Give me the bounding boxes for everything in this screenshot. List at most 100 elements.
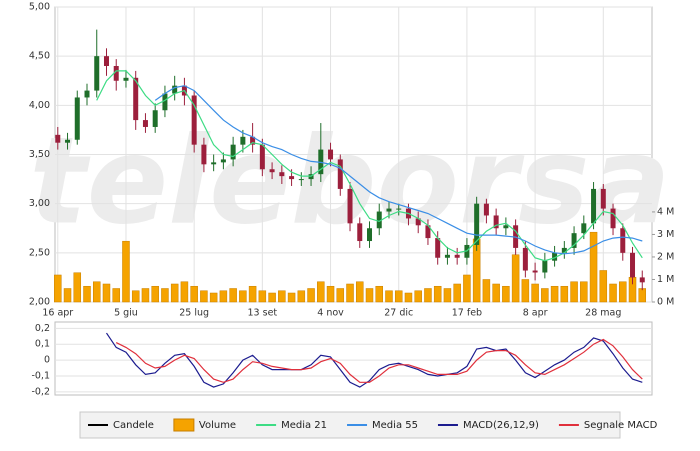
- volume-bar: [433, 285, 442, 303]
- y-tick-label: 0,2: [35, 323, 50, 334]
- y-tick-label: 2,00: [29, 297, 50, 308]
- candle-body: [493, 215, 499, 229]
- volume-bar: [161, 288, 169, 303]
- candle-body: [220, 159, 226, 163]
- candle-body: [552, 252, 558, 261]
- candle-body: [347, 188, 353, 224]
- volume-bar: [385, 290, 393, 303]
- candle-body: [289, 176, 295, 180]
- candle-body: [620, 228, 626, 253]
- volume-bar: [73, 272, 82, 303]
- candle-body: [435, 238, 441, 258]
- candle-body: [337, 159, 343, 189]
- candle-body: [211, 162, 217, 165]
- candle-body: [357, 223, 363, 242]
- candle-body: [396, 208, 402, 210]
- volume-bar: [63, 288, 72, 303]
- y-tick-label: 0,1: [35, 339, 50, 350]
- candle-body: [55, 134, 61, 143]
- candle-body: [103, 56, 109, 66]
- candle-body: [376, 211, 382, 229]
- volume-bar: [541, 288, 549, 303]
- candle-body: [367, 228, 373, 242]
- volume-bar: [209, 292, 218, 303]
- candle-body: [581, 223, 587, 234]
- volume-bar: [492, 283, 500, 303]
- candle-body: [415, 218, 421, 226]
- volume-bar: [239, 290, 247, 303]
- y-tick-label: 2,50: [29, 247, 50, 258]
- y-tick-label: 0: [44, 355, 50, 366]
- x-tick-label: 13 set: [248, 308, 278, 319]
- volume-bar: [122, 240, 130, 303]
- line-series: [115, 338, 643, 383]
- candle-body: [142, 120, 148, 127]
- volume-bar: [141, 288, 150, 303]
- volume-bar: [453, 283, 461, 303]
- y-tick-label: 5,00: [29, 2, 50, 13]
- candle-body: [123, 77, 129, 81]
- candle-body: [113, 66, 119, 81]
- candle-body: [269, 169, 275, 173]
- volume-bar: [365, 288, 374, 303]
- volume-bar: [170, 283, 179, 303]
- y2-tick-label: 0 M: [657, 297, 674, 308]
- candle-body: [542, 260, 548, 273]
- legend-label: Volume: [199, 420, 236, 431]
- y-tick-label: 4,50: [29, 51, 50, 62]
- candle-body: [474, 203, 480, 245]
- candle-body: [454, 254, 460, 258]
- candle-body: [298, 179, 304, 181]
- x-tick-label: 16 apr: [42, 308, 73, 319]
- candle-body: [230, 144, 236, 160]
- volume-bar: [424, 288, 432, 303]
- volume-bar: [482, 279, 491, 303]
- candle-body: [444, 254, 450, 258]
- volume-bar: [54, 274, 62, 303]
- candle-body: [483, 203, 489, 216]
- volume-bar: [326, 285, 335, 303]
- volume-bar: [200, 290, 208, 303]
- candle-body: [259, 144, 265, 170]
- volume-bar: [521, 279, 530, 303]
- x-tick-label: 5 giu: [114, 308, 138, 319]
- volume-bar: [599, 270, 608, 303]
- volume-bar: [414, 290, 422, 303]
- y-tick-label: 3,00: [29, 198, 50, 209]
- volume-bar: [307, 288, 315, 303]
- candle-body: [561, 247, 567, 253]
- legend-label: Media 21: [281, 420, 327, 431]
- candle-body: [591, 188, 597, 224]
- candle-body: [630, 252, 636, 278]
- volume-bar: [638, 288, 647, 303]
- line-series: [96, 70, 643, 262]
- volume-bar: [102, 283, 111, 303]
- line-series: [106, 332, 643, 388]
- volume-bar: [268, 292, 276, 303]
- volume-bar: [92, 281, 101, 303]
- volume-bar: [404, 292, 413, 303]
- candle-body: [610, 208, 616, 229]
- candle-body: [328, 149, 334, 160]
- volume-bar: [502, 285, 510, 303]
- volume-bar: [190, 285, 198, 303]
- candle-body: [162, 93, 168, 111]
- volume-bar: [375, 285, 383, 303]
- volume-bar: [356, 281, 364, 303]
- candle-body: [571, 233, 577, 248]
- volume-bar: [83, 285, 91, 303]
- candle-body: [191, 95, 197, 145]
- volume-bar: [248, 285, 257, 303]
- candle-body: [425, 225, 431, 239]
- volume-bar: [560, 285, 569, 303]
- y2-tick-label: 1 M: [657, 274, 674, 285]
- volume-bar: [258, 290, 267, 303]
- macd-panel: [54, 321, 653, 396]
- volume-bar: [609, 283, 617, 303]
- volume-bar: [580, 281, 588, 303]
- volume-bar: [297, 290, 306, 303]
- candle-body: [250, 136, 256, 145]
- candle-body: [639, 277, 645, 283]
- candle-body: [65, 139, 71, 143]
